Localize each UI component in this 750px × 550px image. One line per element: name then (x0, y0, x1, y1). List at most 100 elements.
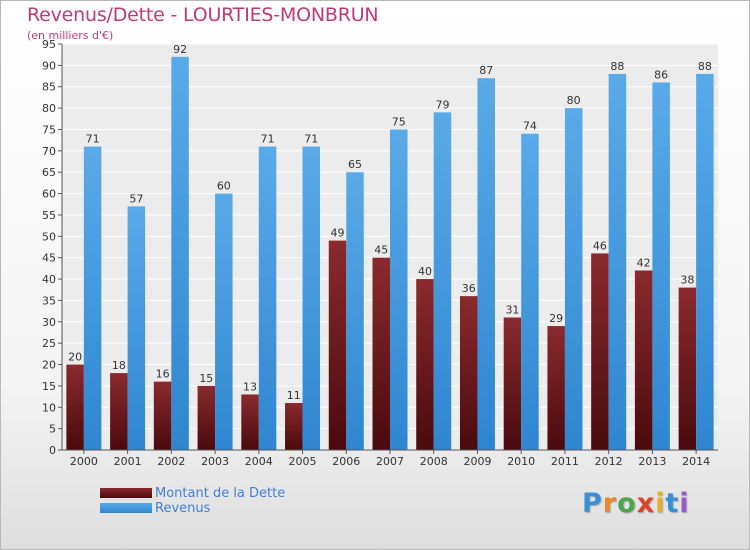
data-label-dette-2008: 40 (418, 265, 432, 278)
legend-swatch-dette (100, 488, 152, 498)
data-label-revenus-2005: 71 (304, 133, 318, 146)
x-tick-label: 2013 (638, 455, 666, 468)
data-label-dette-2012: 46 (593, 239, 607, 252)
x-tick-label: 2014 (682, 455, 710, 468)
y-tick-label: 85 (42, 81, 56, 94)
data-label-dette-2014: 38 (680, 274, 694, 287)
y-tick-label: 95 (42, 38, 56, 51)
x-tick-label: 2000 (70, 455, 98, 468)
y-tick-label: 70 (42, 145, 56, 158)
data-label-dette-2013: 42 (637, 257, 651, 270)
data-label-revenus-2012: 88 (610, 60, 624, 73)
data-label-revenus-2011: 80 (567, 94, 581, 107)
data-label-dette-2009: 36 (462, 282, 476, 295)
data-label-revenus-2000: 71 (86, 133, 100, 146)
data-label-dette-2004: 13 (243, 380, 257, 393)
y-tick-label: 50 (42, 230, 56, 243)
legend-swatch-revenus (100, 503, 152, 513)
bar-dette-2013 (634, 270, 653, 450)
data-label-dette-2011: 29 (549, 312, 563, 325)
data-label-revenus-2014: 88 (698, 60, 712, 73)
bar-dette-2014 (678, 287, 697, 450)
y-tick-label: 10 (42, 401, 56, 414)
bar-revenus-2008 (433, 112, 452, 451)
bar-dette-2012 (591, 253, 609, 450)
bar-revenus-2009 (477, 78, 495, 450)
bar-dette-2009 (459, 296, 478, 450)
y-tick-label: 15 (42, 380, 56, 393)
bar-dette-2005 (285, 402, 303, 450)
chart-subtitle: (en milliers d'€) (27, 29, 114, 42)
bar-revenus-2002 (171, 56, 189, 451)
data-label-revenus-2010: 74 (523, 120, 537, 133)
data-label-revenus-2002: 92 (173, 43, 187, 56)
bar-revenus-2000 (83, 146, 102, 450)
bar-dette-2006 (328, 240, 347, 450)
y-tick-label: 60 (42, 188, 56, 201)
x-tick-label: 2009 (463, 455, 491, 468)
data-label-revenus-2003: 60 (217, 180, 231, 193)
data-label-dette-2001: 18 (112, 359, 126, 372)
data-label-revenus-2007: 75 (392, 115, 406, 128)
y-tick-label: 35 (42, 294, 56, 307)
data-label-dette-2003: 15 (199, 372, 213, 385)
x-tick-label: 2010 (507, 455, 535, 468)
y-tick-label: 45 (42, 252, 56, 265)
x-tick-label: 2005 (289, 455, 317, 468)
bar-revenus-2012 (608, 73, 627, 451)
data-label-revenus-2001: 57 (129, 192, 143, 205)
data-label-revenus-2008: 79 (435, 98, 449, 111)
data-label-revenus-2009: 87 (479, 64, 493, 77)
bar-revenus-2004 (258, 146, 277, 450)
data-label-revenus-2013: 86 (654, 68, 668, 81)
x-tick-label: 2012 (595, 455, 623, 468)
bar-revenus-2010 (521, 133, 539, 450)
data-label-dette-2002: 16 (156, 368, 170, 381)
data-label-dette-2007: 45 (374, 244, 388, 257)
bar-dette-2000 (66, 364, 84, 450)
bar-dette-2011 (547, 326, 565, 450)
bar-revenus-2011 (564, 108, 583, 451)
x-tick-label: 2011 (551, 455, 579, 468)
y-tick-label: 30 (42, 316, 56, 329)
bar-revenus-2005 (302, 146, 321, 450)
bar-revenus-2014 (696, 73, 714, 451)
data-label-dette-2006: 49 (331, 227, 345, 240)
data-label-dette-2000: 20 (68, 351, 82, 364)
bar-revenus-2003 (215, 193, 233, 450)
bar-dette-2003 (197, 385, 216, 450)
bar-dette-2007 (372, 257, 390, 450)
y-tick-label: 20 (42, 359, 56, 372)
y-tick-label: 0 (49, 444, 56, 457)
bar-dette-2010 (503, 317, 522, 450)
y-tick-label: 90 (42, 59, 56, 72)
bar-dette-2001 (110, 373, 128, 450)
y-tick-label: 40 (42, 273, 56, 286)
y-tick-label: 25 (42, 337, 56, 350)
data-label-revenus-2004: 71 (261, 133, 275, 146)
data-label-dette-2005: 11 (287, 389, 301, 402)
data-label-dette-2010: 31 (505, 304, 519, 317)
x-tick-label: 2001 (114, 455, 142, 468)
y-tick-label: 5 (49, 423, 56, 436)
x-tick-label: 2002 (157, 455, 185, 468)
y-tick-label: 55 (42, 209, 56, 222)
bar-dette-2004 (241, 394, 259, 450)
bar-dette-2002 (153, 381, 172, 450)
x-tick-label: 2003 (201, 455, 229, 468)
y-tick-label: 65 (42, 166, 56, 179)
bar-revenus-2007 (390, 129, 408, 450)
bar-revenus-2006 (346, 172, 364, 451)
y-tick-label: 80 (42, 102, 56, 115)
bar-dette-2008 (416, 279, 434, 450)
proxiti-logo: Proxiti (582, 488, 690, 519)
x-tick-label: 2004 (245, 455, 273, 468)
bar-revenus-2001 (127, 206, 146, 450)
bar-revenus-2013 (652, 82, 670, 450)
legend-label-revenus: Revenus (155, 501, 211, 516)
x-tick-label: 2007 (376, 455, 404, 468)
x-tick-label: 2008 (420, 455, 448, 468)
y-tick-label: 75 (42, 123, 56, 136)
data-label-revenus-2006: 65 (348, 158, 362, 171)
